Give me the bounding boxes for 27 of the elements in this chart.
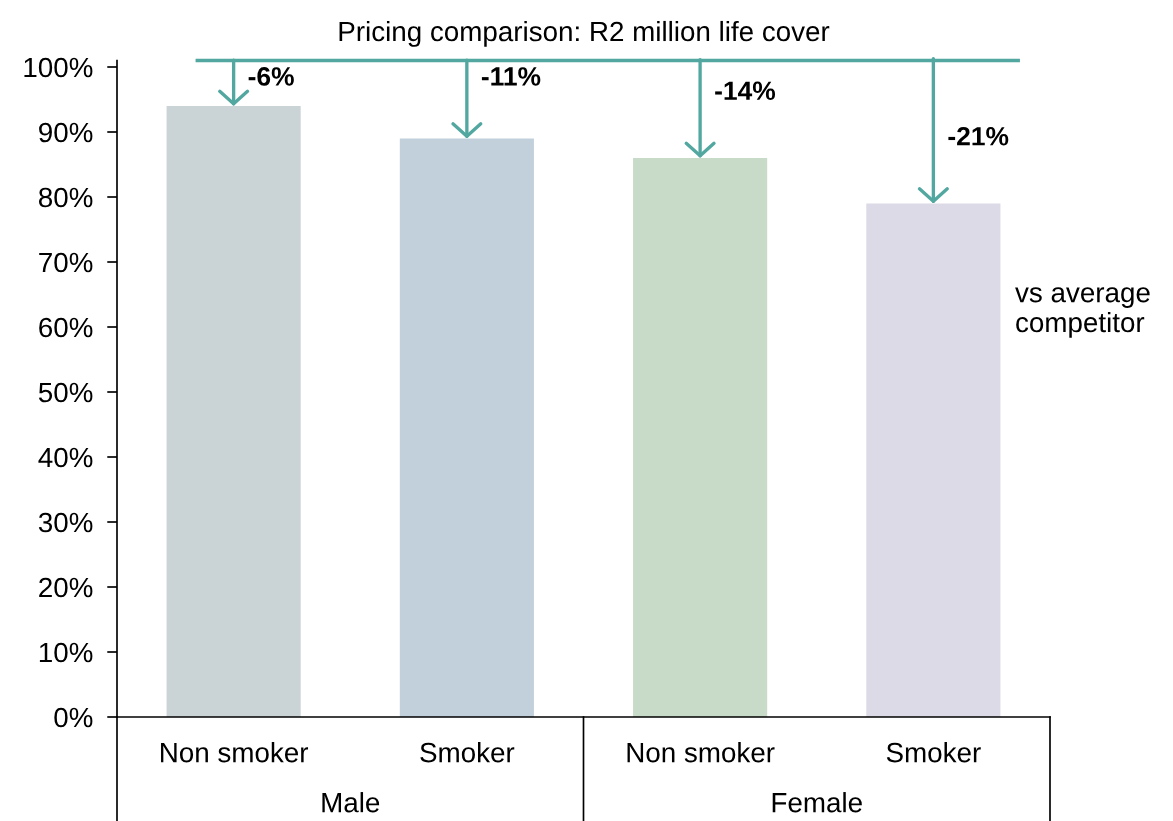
- text: Male: [322, 792, 380, 813]
- y-tick-label: 70%: [39, 252, 93, 273]
- bar: [166, 106, 301, 717]
- bar: [399, 138, 534, 717]
- x-tick-label: Smoker: [420, 742, 515, 763]
- text: Female: [772, 792, 862, 813]
- bar: [866, 203, 1001, 717]
- x-tick-label: Non smoker: [161, 742, 309, 763]
- y-tick-label: 90%: [39, 122, 93, 143]
- chart-title: Pricing comparison: R2 million life cover: [339, 20, 830, 47]
- y-tick-label: 50%: [38, 382, 93, 403]
- annotation: -6%: [248, 67, 294, 86]
- annotation: vs average competitor: [1015, 287, 1150, 338]
- y-tick-label: 100%: [24, 57, 93, 78]
- bar: [633, 158, 768, 717]
- y-tick-label: 20%: [39, 577, 93, 598]
- y-tick-label: 60%: [39, 317, 93, 338]
- annotation: -11%: [481, 67, 541, 86]
- y-tick-label: 30%: [38, 512, 93, 533]
- y-tick-label: 10%: [39, 642, 93, 663]
- annotation: -21%: [948, 126, 1009, 146]
- y-tick-label: 40%: [38, 447, 93, 468]
- y-tick-label: 0%: [54, 707, 93, 728]
- y-tick-label: 80%: [39, 187, 93, 208]
- annotation: -14%: [715, 81, 776, 101]
- x-tick-label: Smoker: [886, 742, 981, 763]
- x-tick-label: Non smoker: [627, 742, 775, 763]
